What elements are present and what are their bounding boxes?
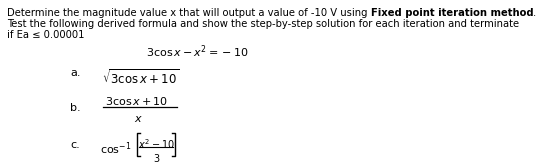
- Text: b.: b.: [70, 103, 81, 113]
- Text: .: .: [533, 8, 536, 18]
- Text: Fixed point iteration method: Fixed point iteration method: [371, 8, 533, 18]
- Text: a.: a.: [70, 68, 80, 78]
- Text: $\cos^{-1}$: $\cos^{-1}$: [100, 140, 132, 157]
- Text: if Ea ≤ 0.00001: if Ea ≤ 0.00001: [7, 30, 85, 40]
- Text: Determine the magnitude value x that will output a value of -10 V using: Determine the magnitude value x that wil…: [7, 8, 371, 18]
- Text: $x^2-10$: $x^2-10$: [138, 137, 175, 151]
- Text: $\sqrt{3\cos x + 10}$: $\sqrt{3\cos x + 10}$: [102, 68, 179, 87]
- Text: Test the following derived formula and show the step-by-step solution for each i: Test the following derived formula and s…: [7, 19, 519, 29]
- Text: $3$: $3$: [153, 152, 160, 164]
- Text: c.: c.: [70, 140, 80, 150]
- Text: $3\cos x - x^2 = -10$: $3\cos x - x^2 = -10$: [146, 43, 248, 60]
- Text: $3\cos x+10$: $3\cos x+10$: [105, 95, 168, 107]
- Text: $x$: $x$: [134, 114, 143, 124]
